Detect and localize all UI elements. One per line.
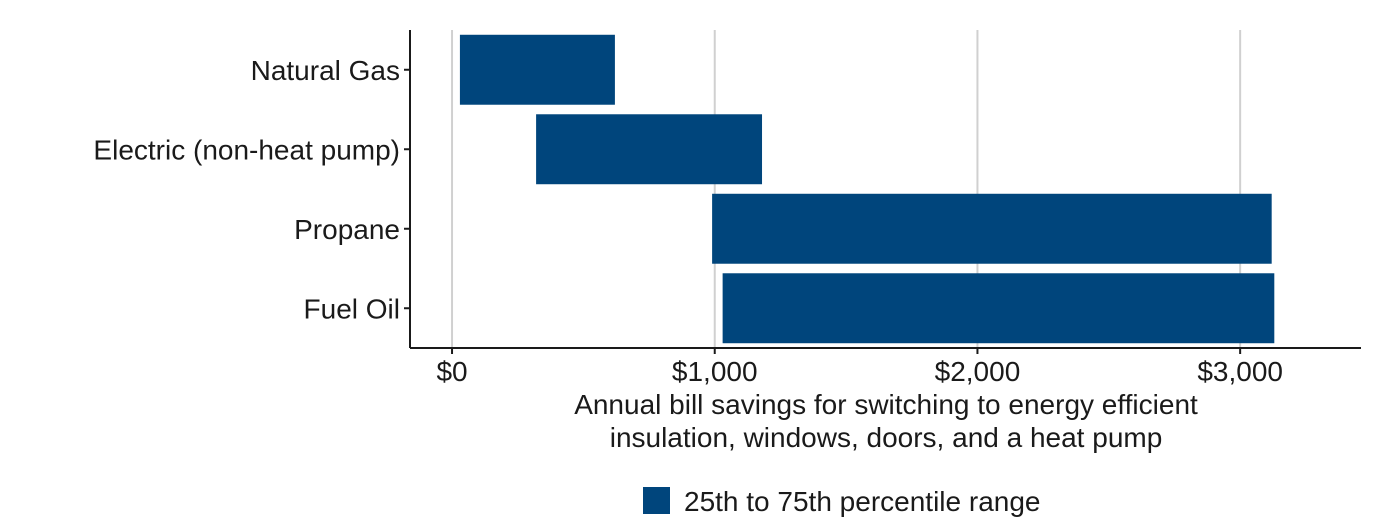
x-axis-title-line-1: Annual bill savings for switching to ene… bbox=[574, 389, 1198, 420]
bar bbox=[536, 114, 763, 185]
x-axis-title-line-2: insulation, windows, doors, and a heat p… bbox=[610, 422, 1163, 453]
category-label: Fuel Oil bbox=[304, 293, 400, 324]
category-label: Propane bbox=[294, 214, 400, 245]
x-tick-label: $1,000 bbox=[672, 356, 758, 387]
legend: 25th to 75th percentile range bbox=[643, 486, 1040, 517]
bar bbox=[712, 193, 1272, 264]
category-label: Electric (non-heat pump) bbox=[93, 134, 400, 165]
x-tick-label: $0 bbox=[436, 356, 467, 387]
axes bbox=[409, 30, 1361, 349]
x-tick-label: $2,000 bbox=[935, 356, 1021, 387]
legend-swatch bbox=[643, 487, 670, 514]
legend-label: 25th to 75th percentile range bbox=[684, 486, 1040, 517]
x-tick-labels: $0 $1,000 $2,000 $3,000 bbox=[436, 348, 1283, 387]
bars bbox=[459, 34, 1275, 344]
category-label: Natural Gas bbox=[251, 55, 400, 86]
bar bbox=[722, 273, 1275, 344]
bar bbox=[459, 34, 615, 105]
category-labels: Natural Gas Electric (non-heat pump) Propa… bbox=[93, 55, 410, 324]
x-tick-label: $3,000 bbox=[1197, 356, 1283, 387]
